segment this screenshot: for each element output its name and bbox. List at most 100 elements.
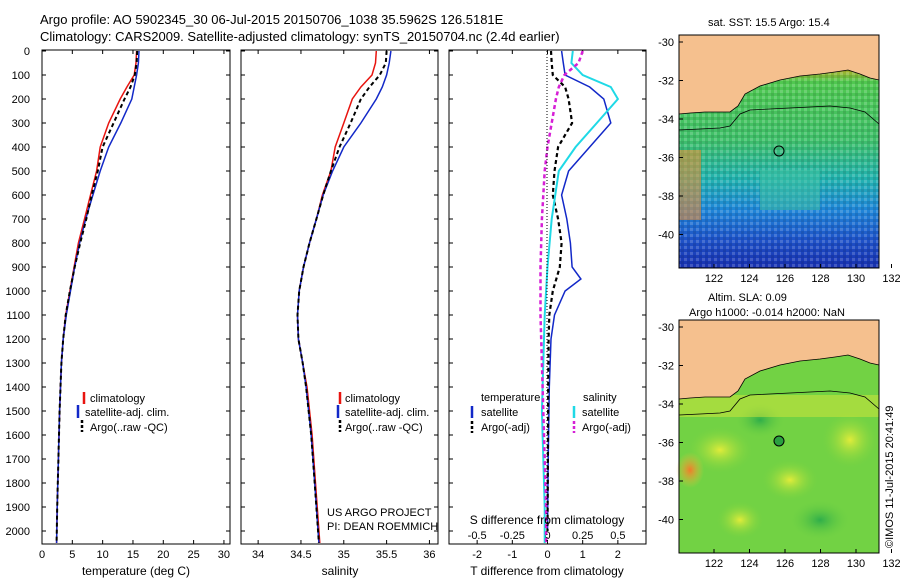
sla-map-title2: Argo h1000: -0.014 h2000: NaN [689,307,845,319]
pi-note: PI: DEAN ROEMMICH [327,521,438,533]
s-tick-label: 0.5 [610,530,625,542]
ytick-label: 1400 [6,382,30,394]
legend-climatology: climatology [345,393,401,405]
difference-legend: temperature satellite Argo(-adj) salinit… [470,392,631,434]
lat-tick-label: -36 [658,153,674,165]
xtick-label: 0 [39,549,45,561]
xtick-label: 15 [127,549,139,561]
legend-satellite: satellite-adj. clim. [85,407,169,419]
ytick-label: 1300 [6,358,30,370]
ytick-label: 900 [12,262,30,274]
argo-location-marker [773,145,785,157]
ytick-label: 1100 [6,310,30,322]
salinity-legend: climatology satellite-adj. clim. Argo(..… [327,392,438,533]
lat-tick-label: -38 [658,476,674,488]
lon-tick-label: 132 [882,558,900,570]
lon-tick-label: 126 [776,273,794,285]
xtick-label: 34.5 [290,549,311,561]
s-difference-xlabel: S difference from climatology [470,513,625,527]
series-line [540,50,620,543]
sst-map-title: sat. SST: 15.5 Argo: 15.4 [708,17,830,29]
lat-tick-label: -40 [658,515,674,527]
sla-map-title1: Altim. SLA: 0.09 [708,292,787,304]
legend-climatology: climatology [90,393,146,405]
xtick-label: 20 [157,549,169,561]
xtick-label: -2 [472,549,482,561]
xtick-label: 36 [423,549,435,561]
xtick-label: 0 [544,549,550,561]
salinity-panel [240,49,439,545]
ytick-label: 500 [12,166,30,178]
ytick-label: 700 [12,214,30,226]
series-line [55,50,139,544]
sst-map [678,34,880,269]
salinity-series [296,50,392,544]
land-mass [679,35,879,114]
ytick-label: 1500 [6,406,30,418]
figure-title-line2: Climatology: CARS2009. Satellite-adjuste… [40,29,560,44]
temperature-panel [41,49,231,545]
lat-tick-label: -32 [658,76,674,88]
ytick-label: 2000 [6,526,30,538]
series-line [296,50,388,544]
ytick-label: 1900 [6,502,30,514]
ytick-label: 1800 [6,478,30,490]
s-tick-label: -0.5 [468,530,487,542]
lon-tick-label: 124 [740,558,758,570]
s-tick-label: 0.25 [572,530,593,542]
xtick-label: 5 [69,549,75,561]
sst-map-axes: -30 -32 -34 -36 -38 -40 122 124 126 128 130 132 [658,37,900,285]
ytick-label: 1600 [6,430,30,442]
xtick-label: 2 [615,549,621,561]
xtick-label: 25 [187,549,199,561]
ytick-label: 1000 [6,286,30,298]
lon-tick-label: 128 [811,558,829,570]
temperature-series [55,50,140,544]
s-tick-label: 0 [544,530,550,542]
ytick-label: 800 [12,238,30,250]
lat-tick-label: -32 [658,361,674,373]
salinity-x-axis: 34 34.5 35 35.5 36 [252,50,436,561]
lat-tick-label: -34 [658,114,674,126]
legend-satellite: satellite-adj. clim. [345,407,429,419]
s-tick-label: -0.25 [500,530,525,542]
legend-argo: Argo(..raw -QC) [345,422,423,434]
lat-tick-label: -36 [658,438,674,450]
lon-tick-label: 130 [847,273,865,285]
lat-tick-label: -34 [658,399,674,411]
temperature-legend: climatology satellite-adj. clim. Argo(..… [76,392,169,434]
lon-tick-label: 122 [705,558,723,570]
lon-tick-label: 126 [776,558,794,570]
xtick-label: -1 [507,549,517,561]
ytick-label: 1700 [6,454,30,466]
legend-t-satellite: satellite [481,407,518,419]
temperature-x-axis: 0 5 10 15 20 25 30 [39,50,230,561]
series-line [546,50,574,532]
project-note: US ARGO PROJECT [327,507,432,519]
xtick-label: 1 [580,549,586,561]
argo-location-marker [773,435,785,447]
ytick-label: 200 [12,94,30,106]
legend-t-argo: Argo(-adj) [481,422,530,434]
series-line [539,50,584,543]
salinity-xlabel: salinity [322,564,359,578]
lat-tick-label: -40 [658,230,674,242]
figure-title-line1: Argo profile: AO 5902345_30 06-Jul-2015 … [40,12,504,27]
xtick-label: 35.5 [376,549,397,561]
ytick-label: 0 [24,46,30,58]
legend-salinity-title: salinity [583,392,617,404]
legend-argo: Argo(..raw -QC) [90,422,168,434]
lon-tick-label: 122 [705,273,723,285]
xtick-label: 30 [218,549,230,561]
ytick-label: 1200 [6,334,30,346]
ytick-label: 100 [12,70,30,82]
lat-tick-label: -38 [658,191,674,203]
xtick-label: 34 [252,549,264,561]
credit-stamp: ©IMOS 11-Jul-2015 20:41:49 [884,406,896,548]
sla-map [676,319,880,554]
ytick-label: 600 [12,190,30,202]
series-line [546,50,612,532]
sla-map-axes: -30 -32 -34 -36 -38 -40 122 124 126 128 130 132 [658,322,900,570]
xtick-label: 35 [338,549,350,561]
